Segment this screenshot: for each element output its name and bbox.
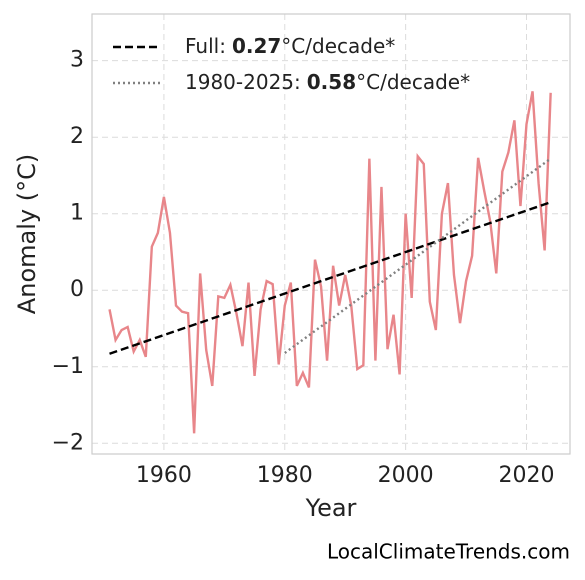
legend-text: 1980-2025: xyxy=(185,70,301,94)
x-tick-label: 1980 xyxy=(257,463,313,488)
legend-text: °C/decade* xyxy=(356,70,470,94)
legend-text: 0.58 xyxy=(307,70,356,94)
y-tick-label: −1 xyxy=(52,354,84,379)
x-tick-label: 2000 xyxy=(378,463,434,488)
y-tick-label: −2 xyxy=(52,430,84,455)
legend-text: °C/decade* xyxy=(281,34,395,58)
legend-label: Full: 0.27°C/decade* xyxy=(185,34,395,58)
x-tick-label: 2020 xyxy=(498,463,554,488)
legend-text: 0.27 xyxy=(232,34,281,58)
legend-text: Full: xyxy=(185,34,226,58)
y-tick-label: 0 xyxy=(70,277,84,302)
y-axis-label: Anomaly (°C) xyxy=(13,154,41,314)
plot-frame xyxy=(91,13,571,455)
y-tick-label: 1 xyxy=(70,201,84,226)
series-line xyxy=(108,91,552,434)
series-line xyxy=(109,201,552,355)
y-tick-label: 3 xyxy=(70,48,84,73)
y-tick-label: 2 xyxy=(70,124,84,149)
x-axis-label: Year xyxy=(305,494,357,522)
source: LocalClimateTrends.com xyxy=(327,540,570,564)
legend-label: 1980-2025: 0.58°C/decade* xyxy=(185,70,470,94)
x-tick-label: 1960 xyxy=(136,463,192,488)
